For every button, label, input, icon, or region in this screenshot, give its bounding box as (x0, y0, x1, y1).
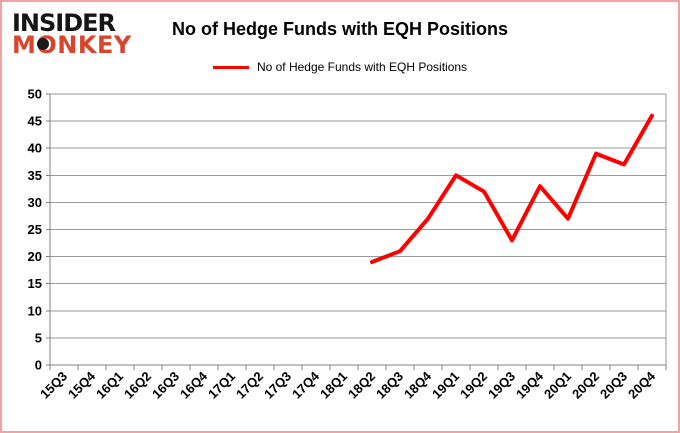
y-tick-label: 35 (28, 168, 42, 183)
y-tick-label: 30 (28, 195, 42, 210)
x-tick-label: 16Q2 (121, 369, 154, 402)
x-tick-label: 19Q4 (513, 368, 547, 402)
x-tick-label: 18Q3 (373, 369, 406, 402)
y-tick-label: 20 (28, 249, 42, 264)
x-tick-label: 15Q3 (37, 369, 70, 402)
y-tick-label: 40 (28, 141, 42, 156)
x-tick-label: 19Q3 (485, 369, 518, 402)
x-tick-label: 18Q4 (401, 368, 435, 402)
x-tick-label: 17Q1 (205, 369, 238, 402)
x-tick-label: 18Q2 (345, 369, 378, 402)
x-tick-label: 18Q1 (317, 369, 350, 402)
legend-label: No of Hedge Funds with EQH Positions (256, 60, 468, 74)
x-tick-label: 20Q4 (625, 368, 659, 402)
x-tick-label: 20Q2 (569, 369, 602, 402)
y-tick-label: 45 (28, 114, 42, 129)
legend: No of Hedge Funds with EQH Positions (2, 60, 678, 74)
legend-line-swatch (212, 65, 249, 69)
y-tick-label: 50 (28, 87, 42, 102)
x-tick-label: 17Q2 (233, 369, 266, 402)
y-tick-label: 5 (35, 330, 42, 345)
x-tick-label: 16Q4 (177, 368, 211, 402)
series-line (370, 113, 654, 265)
x-tick-label: 17Q4 (289, 368, 323, 402)
y-tick-label: 10 (28, 303, 42, 318)
x-tick-label: 20Q1 (541, 369, 574, 402)
logo-line1: INSIDER (12, 9, 116, 37)
y-tick-label: 25 (28, 222, 42, 237)
monkey-face-icon (37, 38, 49, 50)
x-tick-label: 19Q1 (429, 369, 462, 402)
insider-monkey-logo: INSIDER MONKEY (12, 9, 132, 59)
x-tick-label: 16Q1 (93, 369, 126, 402)
y-tick-label: 15 (28, 276, 42, 291)
x-tick-label: 16Q3 (149, 369, 182, 402)
chart-title: No of Hedge Funds with EQH Positions (172, 19, 508, 39)
x-tick-label: 15Q4 (65, 368, 99, 402)
x-tick-label: 17Q3 (261, 369, 294, 402)
y-tick-label: 0 (35, 358, 42, 373)
x-tick-label: 19Q2 (457, 369, 490, 402)
logo-line2: MONKEY (12, 31, 132, 59)
x-tick-label: 20Q3 (597, 369, 630, 402)
